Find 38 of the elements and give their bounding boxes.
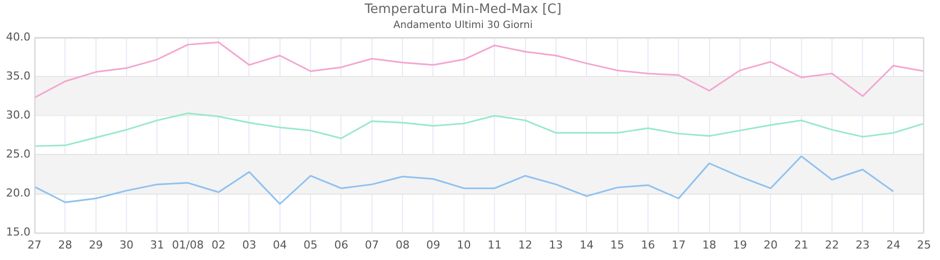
x-tick-label: 10	[456, 238, 471, 252]
y-tick-label: 25.0	[6, 148, 30, 161]
x-tick-label: 11	[488, 238, 502, 252]
x-tick-label: 17	[672, 238, 686, 252]
y-tick-label: 35.0	[6, 70, 30, 82]
x-tick-label: 28	[58, 238, 72, 252]
x-tick-label: 20	[764, 238, 778, 252]
x-tick-label: 12	[518, 238, 532, 252]
y-tick-label: 40.0	[6, 30, 30, 44]
x-tick-label: 01/08	[172, 238, 204, 252]
x-tick-label: 02	[212, 238, 226, 252]
x-tick-label: 18	[702, 238, 716, 252]
x-tick-label: 15	[610, 238, 624, 252]
chart-subtitle: Andamento Ultimi 30 Giorni	[393, 20, 533, 32]
x-tick-label: 05	[304, 238, 318, 252]
x-tick-label: 07	[364, 238, 379, 252]
y-tick-label: 15.0	[6, 226, 30, 239]
x-tick-label: 30	[120, 238, 134, 252]
x-tick-label: 08	[396, 238, 410, 252]
x-tick-label: 03	[242, 238, 256, 252]
x-tick-label: 06	[334, 238, 348, 252]
y-tick-label: 30.0	[6, 108, 30, 122]
x-tick-label: 24	[886, 238, 900, 252]
x-tick-label: 25	[917, 238, 931, 252]
x-tick-label: 31	[150, 238, 164, 252]
x-tick-label: 29	[88, 238, 103, 252]
x-tick-label: 19	[732, 238, 747, 252]
x-tick-label: 04	[272, 238, 287, 252]
x-tick-label: 23	[856, 238, 870, 252]
x-tick-label: 27	[27, 238, 42, 252]
x-tick-label: 16	[640, 238, 655, 252]
x-tick-label: 09	[426, 238, 440, 252]
x-tick-label: 22	[824, 238, 839, 252]
chart-title: Temperatura Min-Med-Max [C]	[364, 2, 562, 18]
y-tick-label: 20.0	[6, 186, 30, 200]
x-tick-label: 13	[548, 238, 563, 252]
x-tick-label: 14	[580, 238, 594, 252]
x-tick-label: 21	[794, 238, 808, 252]
